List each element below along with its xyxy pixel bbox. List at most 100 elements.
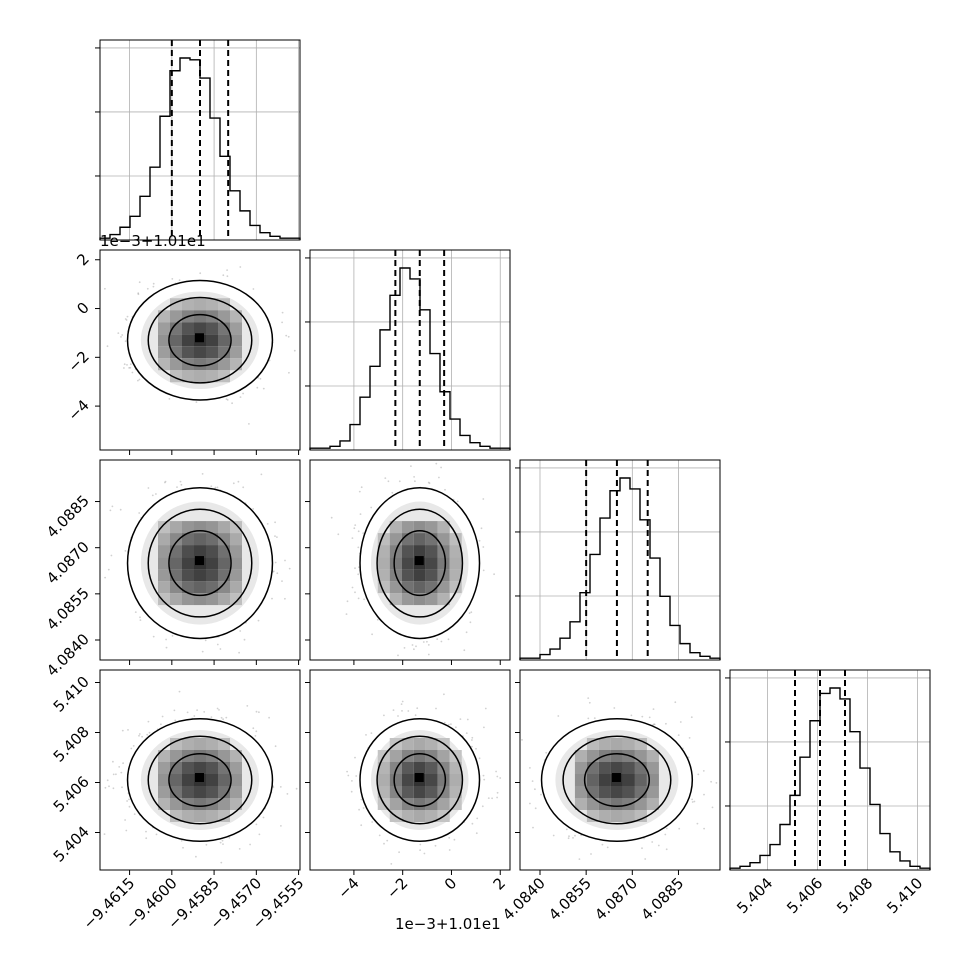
density-block (182, 346, 194, 359)
density-block (449, 545, 462, 558)
density-block (389, 581, 402, 594)
scatter-point (357, 597, 360, 600)
scatter-point (426, 640, 428, 643)
scatter-point (287, 335, 290, 338)
hist-panel-4 (725, 669, 931, 871)
scatter-point (199, 272, 202, 275)
density-block (158, 581, 170, 594)
scatter-point (138, 512, 141, 514)
density-block (206, 533, 218, 546)
scatter-point (444, 454, 446, 456)
contour-line (168, 530, 232, 597)
scatter-point (124, 318, 127, 320)
axes-frame (99, 249, 301, 451)
scatter-point (252, 288, 255, 290)
scatter-point (424, 457, 426, 459)
scatter-point (255, 730, 258, 733)
scatter-point (141, 735, 144, 738)
density-peak (195, 556, 204, 566)
hist-steps (519, 477, 721, 660)
scatter-point (219, 648, 222, 650)
scatter-point (354, 524, 357, 526)
density-block (158, 557, 170, 570)
scatter-point (220, 861, 223, 864)
scatter-point (427, 653, 430, 656)
scatter-point (266, 523, 269, 525)
density-block (389, 593, 402, 606)
scatter-point (330, 516, 333, 519)
scatter-point (139, 616, 141, 619)
density-block (206, 581, 218, 594)
scatter-point (351, 586, 354, 589)
scatter-point (242, 392, 245, 395)
density-block (437, 533, 450, 546)
scatter-point (239, 630, 242, 632)
scatter-point (493, 573, 495, 576)
scatter-point (120, 771, 123, 774)
scatter-point (345, 613, 348, 615)
scatter-point (239, 396, 242, 398)
axes-frame (519, 459, 721, 661)
density-block (218, 310, 230, 323)
density-block (194, 370, 206, 383)
scatter-panel-3-1 (95, 459, 301, 665)
scatter-point (274, 561, 277, 564)
scatter-point (226, 275, 229, 278)
scatter-point (131, 371, 134, 374)
hist-panel-3 (515, 459, 721, 661)
axes-frame (309, 249, 511, 451)
scatter-point (108, 785, 110, 788)
density-block (194, 298, 206, 311)
scatter-point (138, 378, 141, 381)
scatter-point (134, 611, 137, 613)
scatter-point (370, 506, 373, 509)
scatter-point (148, 731, 151, 734)
scatter-point (403, 647, 406, 649)
scatter-point (360, 486, 363, 489)
scatter-point (138, 281, 141, 284)
scatter-point (252, 727, 255, 730)
scatter-point (351, 537, 354, 539)
density-block (218, 593, 230, 606)
density-block (206, 298, 218, 311)
scatter-point (122, 762, 124, 765)
scatter-point (222, 843, 224, 845)
scatter-point (482, 546, 485, 548)
density-block (158, 521, 170, 534)
density-block (170, 581, 182, 594)
scatter-point (164, 481, 166, 484)
scatter-point (459, 457, 461, 459)
scatter-point (165, 646, 168, 649)
scatter-point (259, 377, 262, 380)
scatter-point (254, 735, 257, 737)
scatter-point (262, 387, 265, 390)
scatter-point (152, 635, 155, 638)
density-block (158, 593, 170, 606)
density-block (194, 545, 206, 558)
scatter-point (242, 486, 245, 489)
scatter-point (398, 480, 401, 483)
scatter-point (180, 839, 183, 842)
density-block (158, 310, 170, 323)
density-block (389, 521, 402, 534)
density-block (413, 521, 426, 534)
scatter-point (201, 473, 204, 475)
density-block (437, 557, 450, 570)
scatter-point (195, 401, 198, 403)
scatter-point (179, 480, 182, 483)
scatter-point (284, 559, 286, 562)
density-block (170, 557, 182, 570)
scatter-point (152, 285, 155, 288)
scatter-point (112, 760, 114, 763)
density-block (158, 334, 170, 347)
scatter-point (337, 533, 340, 536)
scatter-point (123, 367, 125, 369)
density-block (194, 569, 206, 582)
scatter-point (415, 645, 417, 648)
scatter-point (124, 819, 126, 821)
scatter-panel-2-1 (95, 249, 301, 455)
scatter-point (243, 638, 246, 641)
density-block (413, 569, 426, 582)
scatter-point (216, 707, 219, 710)
scatter-point (231, 402, 234, 405)
